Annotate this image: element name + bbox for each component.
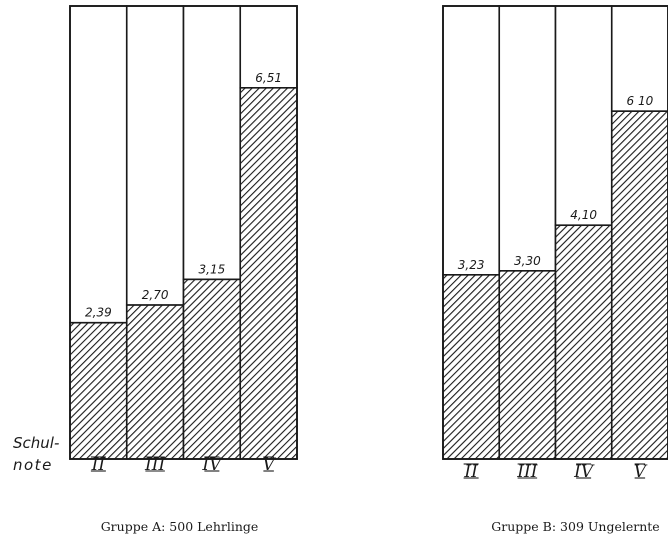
tick-label: III: [144, 455, 165, 475]
tick-label-text: III: [144, 455, 165, 475]
bar-iii: 3,30: [498, 5, 557, 460]
axis-label-line-2: note: [13, 456, 53, 474]
bar-value: [554, 224, 613, 460]
tick-label: IV: [573, 462, 595, 482]
tick-label: V: [634, 462, 648, 482]
tick-label-text: V: [634, 462, 648, 482]
tick-label: V: [262, 455, 276, 475]
tick-label-text: IV: [201, 455, 223, 475]
bar-value: [610, 110, 668, 460]
data-label: 3,30: [514, 254, 541, 268]
tick-label-text: IV: [573, 462, 595, 482]
bar-value: [182, 278, 242, 460]
bar-background: [442, 5, 501, 276]
bar-background: [69, 5, 128, 324]
bar-value: [125, 304, 185, 460]
tick-label-text: II: [463, 462, 478, 482]
bar-background: [498, 5, 557, 272]
data-label: 6,51: [255, 71, 282, 85]
tick-label: IV: [201, 455, 223, 475]
data-label: 2,39: [85, 306, 112, 320]
bar-ii: 3,23: [442, 5, 501, 460]
chart-frame: [442, 5, 668, 460]
tick-label: II: [463, 462, 479, 482]
bar-iii: 2,70: [125, 5, 185, 460]
bar-background: [554, 5, 613, 227]
bar-iv: 4,10: [554, 5, 613, 460]
tick-label-text: V: [262, 455, 276, 475]
bar-value: [239, 87, 298, 460]
tick-label-text: II: [91, 455, 106, 475]
tick-label: II: [91, 455, 106, 475]
chart-title: Gruppe A: 500 Lehrlinge: [101, 519, 259, 534]
tick-label-text: III: [516, 462, 537, 482]
data-label: 3,23: [458, 258, 485, 272]
bar-v: 6,51: [239, 5, 298, 460]
bar-ii: 2,39: [69, 5, 128, 460]
bar-v: 6 10: [610, 5, 668, 460]
bar-iv: 3,15: [182, 5, 242, 460]
bar-value: [442, 274, 501, 460]
data-label: 2,70: [142, 288, 169, 302]
data-label: 4,10: [570, 208, 597, 222]
chart-group-a: 2,39 II 2,70 III 3,15 IV 6,51 V Gruppe A: 500 Le…: [13, 5, 298, 534]
data-label: 3,15: [199, 262, 226, 276]
axis-label-line-1: Schul-: [13, 434, 59, 452]
chart-frame: [69, 5, 298, 460]
bar-value: [69, 321, 128, 460]
tick-label: III: [516, 462, 537, 482]
chart-title: Gruppe B: 309 Ungelernte: [491, 519, 659, 534]
bar-background: [182, 5, 242, 281]
data-label: 6 10: [627, 94, 654, 108]
bar-background: [125, 5, 185, 306]
bar-value: [498, 270, 557, 460]
chart-group-b: 3,23 II 3,30 III 4,10 IV 6 10 V Gruppe B: 309 Un…: [442, 5, 668, 534]
